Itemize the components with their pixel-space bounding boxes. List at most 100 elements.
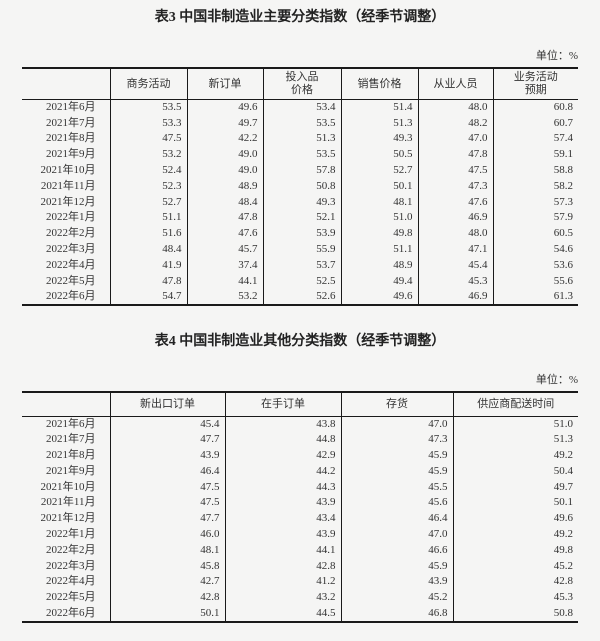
row-label: 2021年9月: [22, 463, 111, 480]
row-label: 2022年5月: [22, 589, 111, 606]
value-cell: 52.7: [341, 162, 419, 179]
value-cell: 60.7: [553, 116, 573, 129]
table-row: 2022年2月 51.6 47.6 53.9 49.8 48.0 60.5: [22, 225, 578, 242]
value-cell: 45.3: [418, 273, 494, 290]
row-label: 2021年7月: [22, 431, 111, 448]
value-cell: 52.1: [263, 210, 342, 226]
table-row: 2022年4月 41.9 37.4 53.7 48.9 45.4 53.6: [22, 257, 578, 274]
value-cell: 46.9: [418, 210, 494, 226]
value-cell: 48.4: [187, 194, 264, 211]
row-label: 2021年8月: [22, 447, 111, 464]
value-cell: 49.3: [341, 131, 419, 147]
value-cell: 45.7: [187, 241, 264, 258]
value-cell: 47.6: [187, 225, 264, 242]
value-cell: 49.8: [341, 225, 419, 242]
table-row: 2021年9月 53.2 49.0 53.5 50.5 47.8 59.1: [22, 146, 578, 163]
header-cell: 从业人员: [418, 68, 494, 100]
header-cell: 销售价格: [341, 68, 419, 100]
row-label: 2022年4月: [22, 257, 111, 274]
table-row: 2021年7月 53.3 49.7 53.5 51.3 48.2 60.7: [22, 115, 578, 132]
value-cell: 44.2: [225, 463, 342, 480]
value-cell: 47.7: [110, 431, 226, 448]
header-cell: 在手订单: [225, 392, 342, 417]
value-cell: 46.8: [341, 605, 454, 622]
header-row: 新出口订单 在手订单 存货 供应商配送时间: [22, 392, 578, 417]
value-cell: 50.4: [553, 464, 573, 477]
header-row: 商务活动 新订单 投入品 价格 销售价格 从业人员 业务活动 预期: [22, 68, 578, 100]
header-cell: 新订单: [187, 68, 264, 100]
value-cell: 51.1: [341, 241, 419, 258]
row-label: 2021年9月: [22, 146, 111, 163]
value-cell: 43.9: [225, 526, 342, 543]
table4-header: 新出口订单 在手订单 存货 供应商配送时间: [22, 392, 578, 417]
table-row: 2022年1月 46.0 43.9 47.0 49.2: [22, 526, 578, 543]
value-cell: 58.8: [553, 164, 573, 177]
value-cell: 48.1: [110, 542, 226, 559]
value-cell: 42.7: [110, 574, 226, 590]
value-cell: 48.1: [341, 194, 419, 211]
value-cell: 46.4: [110, 463, 226, 480]
value-cell: 53.5: [110, 99, 188, 116]
value-cell: 42.2: [187, 131, 264, 147]
row-label: 2021年11月: [22, 178, 111, 195]
header-cell: 供应商配送时间: [453, 392, 578, 417]
value-cell: 41.2: [225, 574, 342, 590]
value-cell: 53.2: [110, 146, 188, 163]
row-label: 2022年6月: [22, 605, 111, 622]
value-cell: 48.9: [341, 257, 419, 274]
row-label: 2022年4月: [22, 574, 111, 590]
value-cell: 52.7: [110, 194, 188, 211]
value-cell: 58.2: [553, 179, 573, 192]
value-cell: 42.8: [225, 558, 342, 575]
value-cell: 42.8: [110, 589, 226, 606]
table3-section: 表3 中国非制造业主要分类指数（经季节调整） 单位：% 商务活动 新订单 投入品 价…: [22, 9, 578, 307]
row-label: 2021年10月: [22, 162, 111, 179]
table4-title: 表4 中国非制造业其他分类指数（经季节调整）: [154, 334, 446, 350]
value-cell: 52.6: [263, 289, 342, 306]
value-cell: 47.0: [341, 416, 454, 432]
table-row: 2021年10月 52.4 49.0 57.8 52.7 47.5 58.8: [22, 162, 578, 179]
value-cell: 47.5: [110, 479, 226, 496]
value-cell: 57.9: [553, 211, 573, 224]
value-cell: 42.8: [553, 575, 573, 588]
table4-unit-label: 单位：%: [535, 374, 578, 387]
value-cell: 49.6: [553, 512, 573, 525]
value-cell: 51.4: [341, 99, 419, 116]
table3-unit-label: 单位：%: [535, 50, 578, 62]
value-cell: 51.6: [110, 225, 188, 242]
table-row: 2021年10月 47.5 44.3 45.5 49.7: [22, 479, 578, 496]
value-cell: 60.8: [553, 101, 573, 114]
value-cell: 57.3: [553, 195, 573, 208]
header-cell: [22, 68, 111, 100]
value-cell: 53.5: [263, 146, 342, 163]
value-cell: 52.5: [263, 273, 342, 290]
value-cell: 54.6: [553, 243, 573, 256]
value-cell: 45.2: [341, 589, 454, 606]
table-row: 2021年9月 46.4 44.2 45.9 50.4: [22, 463, 578, 480]
value-cell: 53.4: [263, 99, 342, 116]
value-cell: 50.1: [110, 605, 226, 622]
value-cell: 53.2: [187, 289, 264, 306]
value-cell: 45.9: [341, 463, 454, 480]
table-row: 2021年8月 43.9 42.9 45.9 49.2: [22, 447, 578, 464]
header-cell: [22, 392, 111, 417]
value-cell: 57.4: [553, 132, 573, 145]
value-cell: 44.3: [225, 479, 342, 496]
table-row: 2021年12月 47.7 43.4 46.4 49.6: [22, 510, 578, 527]
value-cell: 47.6: [418, 194, 494, 211]
value-cell: 47.0: [341, 526, 454, 543]
table-row: 2022年6月 54.7 53.2 52.6 49.6 46.9 61.3: [22, 289, 578, 306]
row-label: 2022年2月: [22, 225, 111, 242]
value-cell: 51.1: [110, 210, 188, 226]
table-row: 2021年8月 47.5 42.2 51.3 49.3 47.0 57.4: [22, 131, 578, 147]
value-cell: 45.2: [553, 559, 573, 572]
value-cell: 47.3: [418, 178, 494, 195]
header-cell: 存货: [341, 392, 454, 417]
value-cell: 60.5: [553, 227, 573, 240]
value-cell: 54.7: [110, 289, 188, 306]
value-cell: 53.9: [263, 225, 342, 242]
value-cell: 57.8: [263, 162, 342, 179]
value-cell: 59.1: [553, 148, 573, 161]
table-row: 2021年6月 53.5 49.6 53.4 51.4 48.0 60.8: [22, 99, 578, 116]
